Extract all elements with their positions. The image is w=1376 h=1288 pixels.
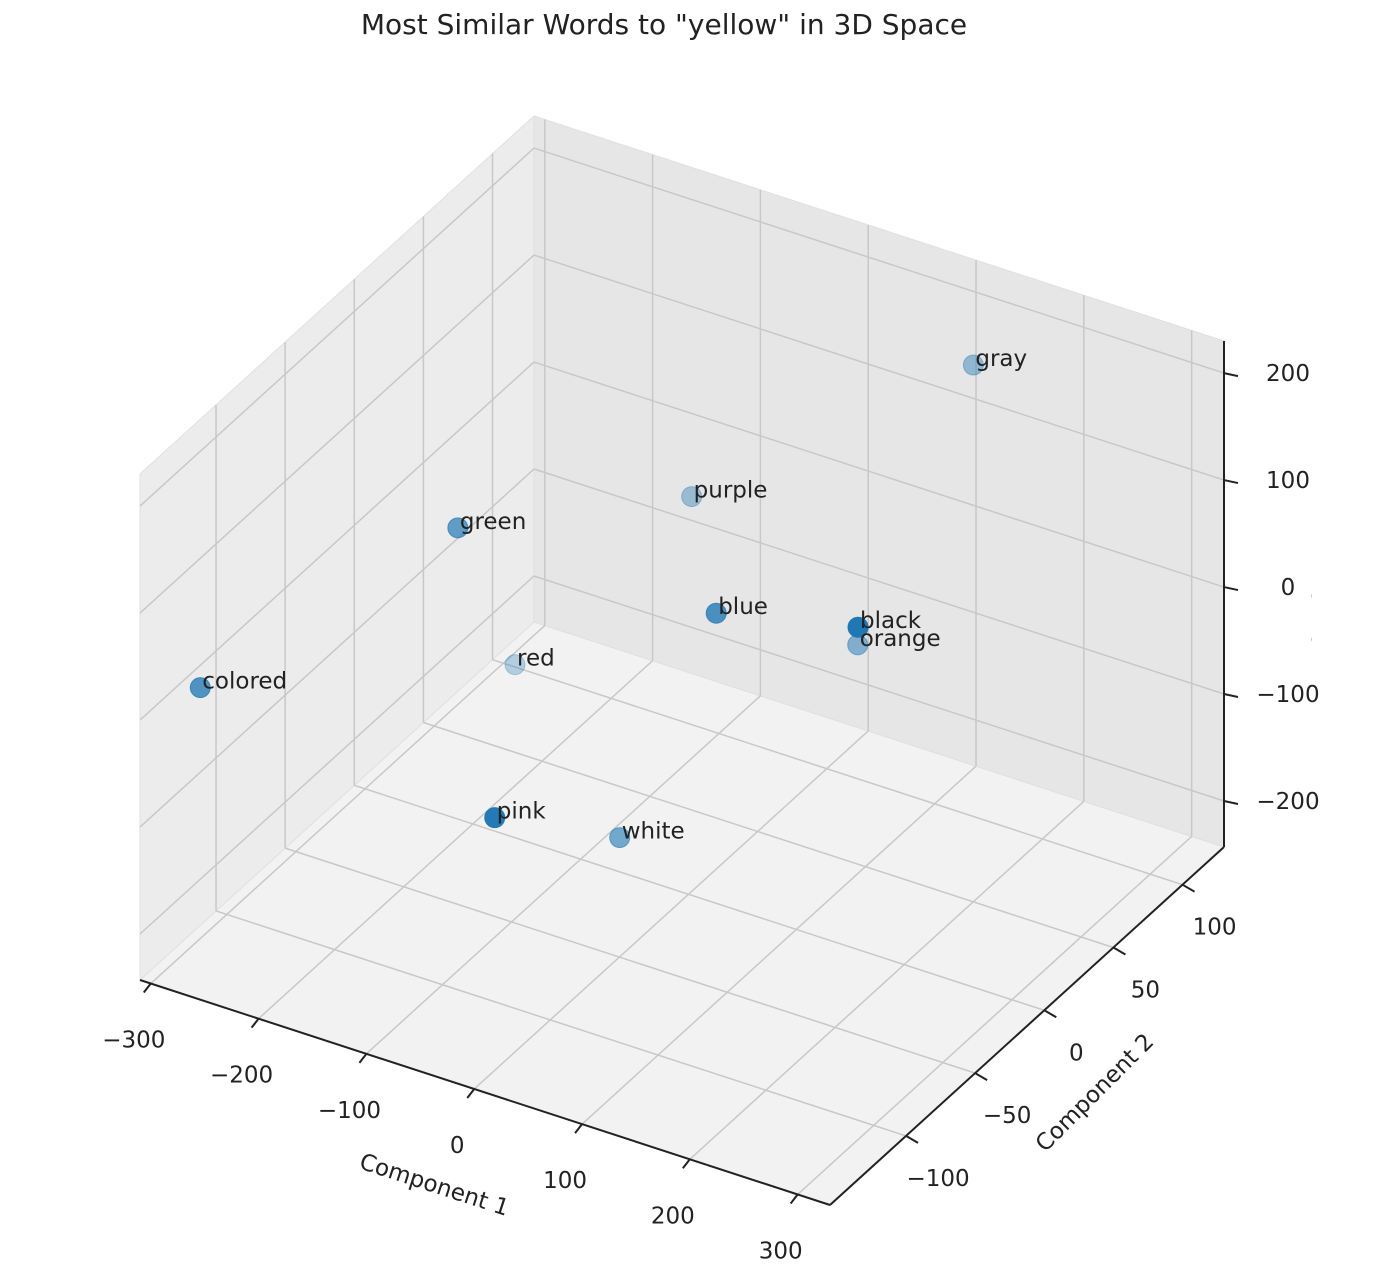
z-tick-label: −200 bbox=[1256, 789, 1319, 815]
point-label: green bbox=[460, 509, 526, 535]
x-tick-label: −100 bbox=[318, 1098, 381, 1124]
x-axis-label: Component 1 bbox=[356, 1149, 512, 1222]
grid-line bbox=[689, 800, 1085, 1160]
grid-line bbox=[139, 361, 535, 721]
point-label: colored bbox=[202, 669, 287, 695]
grid-line bbox=[797, 835, 1193, 1196]
point bbox=[962, 354, 984, 376]
tick-mark bbox=[1043, 1009, 1057, 1019]
tick-mark bbox=[974, 1072, 988, 1081]
tick-mark bbox=[142, 982, 152, 994]
x-tick-label: 100 bbox=[543, 1168, 587, 1194]
grid-line bbox=[581, 765, 977, 1125]
chart-title: Most Similar Words to "yellow" in 3D Spa… bbox=[361, 8, 967, 41]
tick-mark bbox=[1182, 883, 1196, 893]
grid-line bbox=[139, 575, 535, 935]
point-label: white bbox=[622, 819, 685, 845]
grid-line bbox=[533, 575, 1225, 802]
x-tick-label: 0 bbox=[450, 1133, 465, 1159]
tick-mark bbox=[1223, 586, 1239, 592]
grid-line bbox=[215, 910, 907, 1137]
tick-mark bbox=[358, 1053, 368, 1064]
tick-mark bbox=[789, 1193, 799, 1205]
point-label: gray bbox=[975, 346, 1027, 372]
y-tick-label: 50 bbox=[1131, 977, 1160, 1003]
y-tick-label: −100 bbox=[906, 1166, 969, 1192]
tick-mark bbox=[574, 1123, 583, 1134]
grid-line bbox=[423, 721, 1114, 949]
tick-mark bbox=[682, 1158, 691, 1169]
z-tick-label: 100 bbox=[1266, 468, 1310, 494]
y-axis-line bbox=[829, 846, 1225, 1206]
grid-line bbox=[533, 361, 1225, 588]
y-tick-label: 0 bbox=[1069, 1040, 1084, 1066]
point-label: purple bbox=[694, 478, 768, 504]
point bbox=[609, 827, 631, 849]
grid-line bbox=[473, 730, 869, 1090]
point bbox=[504, 654, 526, 676]
tick-mark bbox=[1223, 372, 1239, 378]
y-tick-label: −50 bbox=[983, 1103, 1032, 1129]
grid-line bbox=[492, 658, 1183, 886]
tick-mark bbox=[905, 1135, 919, 1144]
x-tick-label: −300 bbox=[102, 1028, 165, 1054]
x-tick-label: 200 bbox=[651, 1203, 695, 1229]
z-tick-label: 200 bbox=[1266, 361, 1310, 387]
point bbox=[847, 616, 869, 638]
grid-line bbox=[533, 468, 1225, 695]
point-label: red bbox=[517, 646, 555, 672]
y-axis-label: Component 2 bbox=[1031, 1029, 1159, 1157]
tick-mark bbox=[466, 1088, 476, 1099]
point-label: orange bbox=[860, 626, 941, 652]
x-axis-line bbox=[139, 979, 831, 1206]
grid-line bbox=[365, 695, 761, 1055]
z-tick-label: −100 bbox=[1256, 682, 1319, 708]
x-tick-label: −200 bbox=[210, 1063, 273, 1089]
point-label: blue bbox=[718, 594, 768, 620]
point-label: pink bbox=[497, 799, 547, 825]
point bbox=[447, 517, 469, 539]
grid-line bbox=[150, 624, 546, 985]
grid-line bbox=[139, 147, 535, 507]
point-label: black bbox=[860, 608, 922, 634]
point bbox=[847, 634, 869, 656]
point bbox=[189, 677, 211, 699]
grid-line bbox=[354, 784, 1045, 1012]
point bbox=[705, 602, 727, 624]
grid-line bbox=[139, 468, 535, 828]
tick-mark bbox=[1223, 800, 1239, 805]
point bbox=[681, 486, 703, 508]
tick-mark bbox=[250, 1018, 260, 1029]
grid-line bbox=[139, 254, 535, 614]
z-axis-label: Component 3 bbox=[1306, 492, 1332, 647]
grid-line bbox=[284, 847, 976, 1074]
tick-mark bbox=[1223, 693, 1239, 699]
point bbox=[484, 807, 506, 829]
y-tick-label: 100 bbox=[1193, 915, 1237, 941]
grid-line bbox=[533, 254, 1225, 481]
tick-mark bbox=[1223, 479, 1239, 485]
z-tick-label: 0 bbox=[1281, 575, 1296, 601]
tick-mark bbox=[1112, 946, 1126, 956]
x-tick-label: 300 bbox=[759, 1238, 803, 1264]
grid-line bbox=[258, 660, 654, 1020]
grid-line bbox=[533, 147, 1225, 374]
